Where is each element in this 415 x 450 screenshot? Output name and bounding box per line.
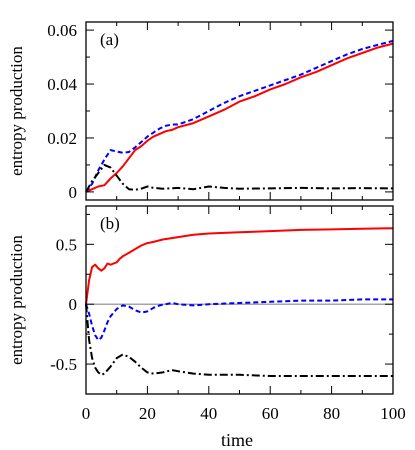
panel-a: 0 0.02 0.04 0.06 (a) entropy production xyxy=(7,21,394,202)
panel-label: (b) xyxy=(100,214,120,233)
y-tick-label: 0.06 xyxy=(47,21,77,40)
series-line-solid xyxy=(85,42,394,193)
x-tick-label: 20 xyxy=(139,404,156,423)
x-tick-label: 40 xyxy=(200,404,217,423)
plot-frame xyxy=(85,205,394,395)
y-axis-label: entropy production xyxy=(7,235,26,365)
series-line-dashdot xyxy=(85,163,394,193)
y-tick-label: 0 xyxy=(69,183,78,202)
x-tick-label: 80 xyxy=(323,404,340,423)
series-line-solid xyxy=(85,227,394,305)
series-line-dashed xyxy=(85,39,394,193)
plot-frame xyxy=(85,21,394,201)
series-line-dashed xyxy=(85,298,393,342)
panel-b: -0.5 0 0.5 0 20 40 60 80 100 (b) entropy productio… xyxy=(7,205,406,423)
y-tick-label: -0.5 xyxy=(50,355,77,374)
panel-label: (a) xyxy=(100,30,119,49)
y-tick-label: 0.02 xyxy=(47,129,77,148)
y-axis-label: entropy production xyxy=(7,46,26,176)
y-tick-label: 0 xyxy=(69,295,78,314)
y-tick-label: 0.04 xyxy=(47,75,77,94)
x-tick-label: 60 xyxy=(262,404,279,423)
x-tick-label: 100 xyxy=(380,404,406,423)
x-axis-label: time xyxy=(221,430,253,450)
series-line-dashdot xyxy=(85,304,393,377)
y-tick-label: 0.5 xyxy=(56,235,77,254)
x-tick-label: 0 xyxy=(82,404,91,423)
